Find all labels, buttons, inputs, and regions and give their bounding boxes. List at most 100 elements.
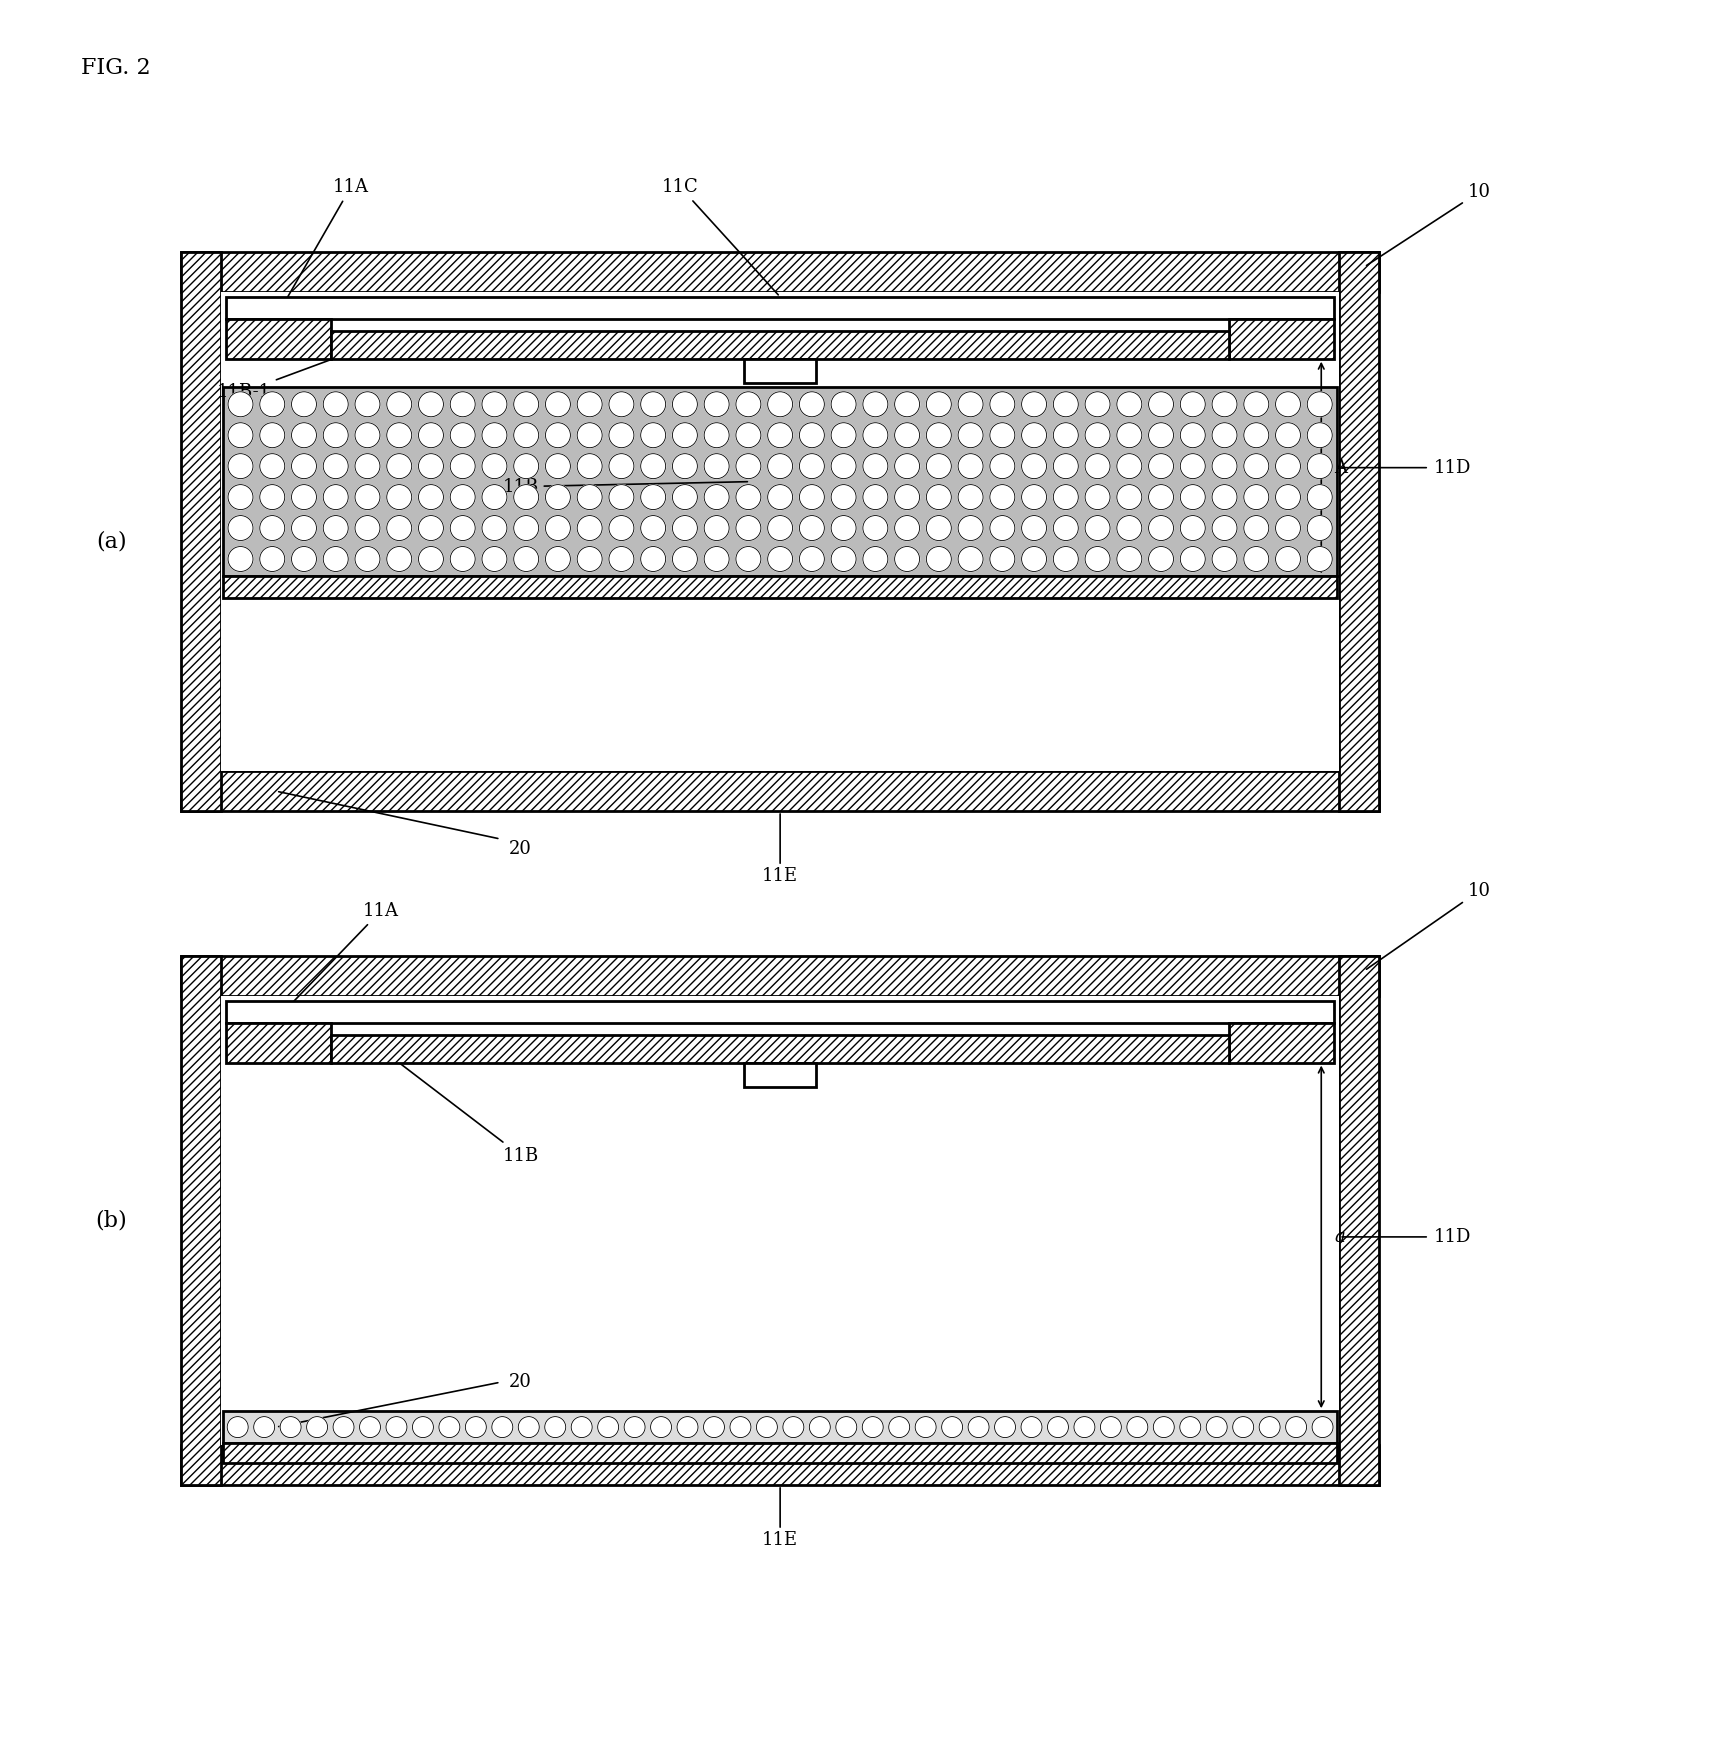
- Bar: [221, 292, 1339, 771]
- Circle shape: [1053, 547, 1079, 571]
- Circle shape: [1308, 484, 1332, 510]
- Circle shape: [291, 515, 317, 540]
- Circle shape: [799, 515, 824, 540]
- Circle shape: [608, 515, 634, 540]
- Text: 11E: 11E: [762, 867, 798, 884]
- Circle shape: [577, 392, 601, 416]
- Circle shape: [544, 1417, 565, 1438]
- Circle shape: [1117, 484, 1142, 510]
- Circle shape: [281, 1417, 302, 1438]
- Circle shape: [307, 1417, 327, 1438]
- Circle shape: [513, 484, 539, 510]
- Circle shape: [1244, 547, 1268, 571]
- Circle shape: [672, 454, 698, 479]
- Circle shape: [1153, 1417, 1175, 1438]
- Circle shape: [624, 1417, 644, 1438]
- Circle shape: [1180, 515, 1206, 540]
- Circle shape: [608, 484, 634, 510]
- Circle shape: [1180, 484, 1206, 510]
- Circle shape: [672, 547, 698, 571]
- Bar: [331, 1022, 1230, 1034]
- Bar: [222, 387, 1337, 576]
- Circle shape: [260, 515, 284, 540]
- Circle shape: [450, 392, 476, 416]
- Circle shape: [927, 515, 951, 540]
- Circle shape: [291, 547, 317, 571]
- Circle shape: [958, 484, 984, 510]
- Text: 11B: 11B: [503, 477, 748, 496]
- Circle shape: [227, 454, 253, 479]
- Circle shape: [1313, 1417, 1334, 1438]
- Circle shape: [577, 547, 601, 571]
- Circle shape: [1180, 392, 1206, 416]
- Circle shape: [1117, 423, 1142, 447]
- Circle shape: [1244, 515, 1268, 540]
- Circle shape: [641, 392, 665, 416]
- Circle shape: [1149, 547, 1173, 571]
- Circle shape: [1085, 423, 1110, 447]
- Circle shape: [513, 515, 539, 540]
- Circle shape: [799, 392, 824, 416]
- Circle shape: [731, 1417, 751, 1438]
- Circle shape: [915, 1417, 936, 1438]
- Circle shape: [958, 423, 984, 447]
- Text: FIG. 2: FIG. 2: [81, 57, 152, 80]
- Circle shape: [768, 423, 793, 447]
- Circle shape: [355, 392, 381, 416]
- Circle shape: [768, 454, 793, 479]
- Text: 10: 10: [1366, 183, 1490, 265]
- Circle shape: [419, 484, 443, 510]
- Circle shape: [942, 1417, 963, 1438]
- Circle shape: [324, 423, 348, 447]
- Bar: [226, 1022, 331, 1062]
- Circle shape: [291, 423, 317, 447]
- Circle shape: [1275, 547, 1301, 571]
- Circle shape: [450, 423, 476, 447]
- Circle shape: [927, 484, 951, 510]
- Circle shape: [894, 423, 920, 447]
- Circle shape: [1275, 454, 1301, 479]
- Text: 11B-1: 11B-1: [217, 346, 369, 400]
- Circle shape: [705, 392, 729, 416]
- Circle shape: [1073, 1417, 1094, 1438]
- Circle shape: [608, 547, 634, 571]
- Circle shape: [608, 423, 634, 447]
- Circle shape: [260, 423, 284, 447]
- Bar: [331, 331, 1230, 359]
- Circle shape: [768, 484, 793, 510]
- Circle shape: [482, 423, 507, 447]
- Circle shape: [324, 454, 348, 479]
- Circle shape: [989, 423, 1015, 447]
- Bar: [1339, 252, 1378, 811]
- Circle shape: [927, 547, 951, 571]
- Circle shape: [672, 392, 698, 416]
- Circle shape: [1022, 484, 1046, 510]
- Circle shape: [412, 1417, 434, 1438]
- Circle shape: [862, 1417, 884, 1438]
- Circle shape: [1053, 392, 1079, 416]
- Circle shape: [1085, 515, 1110, 540]
- Circle shape: [1275, 484, 1301, 510]
- Circle shape: [989, 454, 1015, 479]
- Circle shape: [958, 454, 984, 479]
- Text: 11E: 11E: [762, 1530, 798, 1549]
- Circle shape: [1244, 484, 1268, 510]
- Circle shape: [386, 547, 412, 571]
- Circle shape: [1149, 515, 1173, 540]
- Circle shape: [1308, 392, 1332, 416]
- Circle shape: [1085, 454, 1110, 479]
- Circle shape: [768, 515, 793, 540]
- Circle shape: [1244, 392, 1268, 416]
- Circle shape: [736, 392, 762, 416]
- Circle shape: [482, 484, 507, 510]
- Circle shape: [1101, 1417, 1122, 1438]
- Circle shape: [519, 1417, 539, 1438]
- Bar: [181, 252, 1378, 292]
- Circle shape: [705, 454, 729, 479]
- Text: 20: 20: [508, 1374, 532, 1391]
- Circle shape: [1149, 423, 1173, 447]
- Circle shape: [1308, 547, 1332, 571]
- Circle shape: [756, 1417, 777, 1438]
- Circle shape: [830, 423, 856, 447]
- Circle shape: [482, 454, 507, 479]
